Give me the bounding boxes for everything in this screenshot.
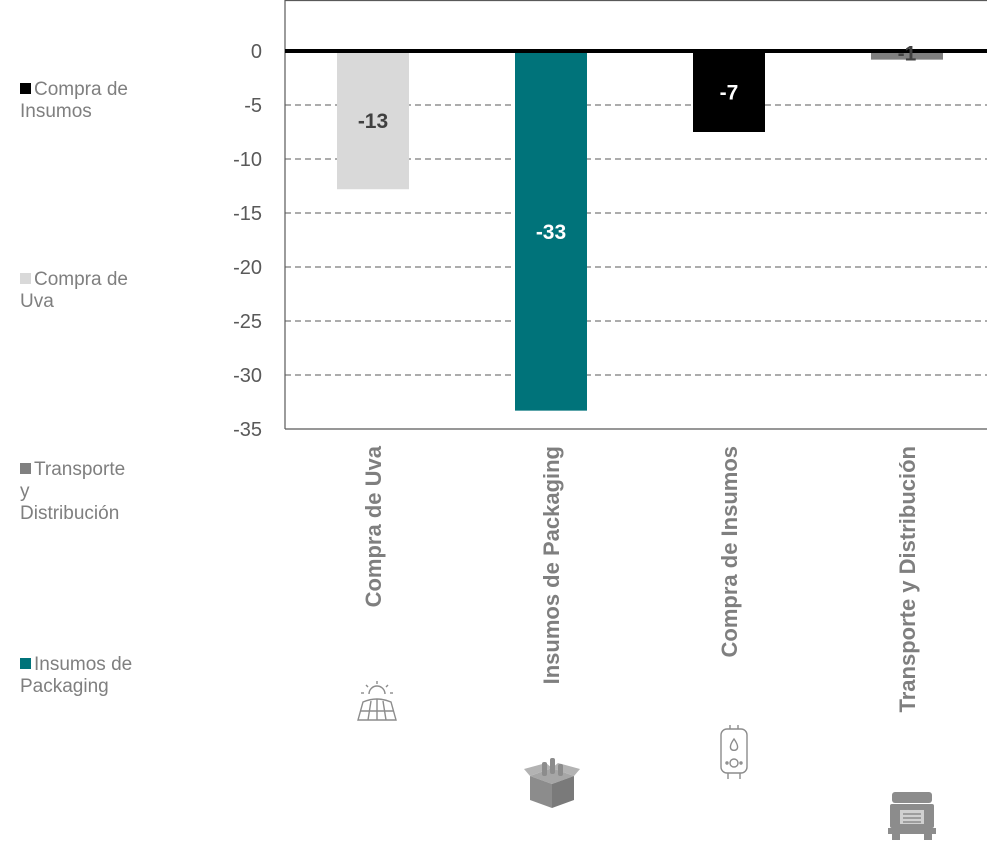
y-tick-label: -25: [233, 311, 262, 333]
y-tick-label: -5: [244, 95, 262, 117]
data-label: -7: [720, 82, 739, 105]
water-heater-icon: [720, 725, 748, 779]
bars: [337, 51, 943, 411]
category-label: Compra de Insumos: [717, 446, 742, 657]
y-tick-labels: 0 -5 -10 -15 -20 -25 -30 -35: [233, 41, 262, 441]
y-tick-label: -10: [233, 149, 262, 171]
bar: [693, 51, 765, 132]
legend-item-insumos-de-packaging: Insumos de Packaging: [20, 654, 180, 698]
data-labels: -13 -33 -7 -1: [358, 42, 917, 244]
legend-swatch: [20, 83, 31, 94]
legend-item-transporte-y-distribucion: Transporte y Distribución: [20, 459, 180, 525]
legend-item-compra-de-uva: Compra de Uva: [20, 269, 180, 313]
category-label: Compra de Uva: [361, 445, 386, 607]
data-label: -1: [898, 42, 917, 65]
category-label: Insumos de Packaging: [539, 446, 564, 684]
truck-icon: [888, 792, 936, 840]
category-label: Transporte y Distribución: [895, 446, 920, 713]
data-label: -33: [536, 221, 566, 244]
y-tick-label: -30: [233, 365, 262, 387]
bar: [871, 51, 943, 60]
axes: [284, 0, 987, 430]
legend-item-compra-de-insumos: Compra de Insumos: [20, 79, 180, 123]
y-tick-label: 0: [251, 41, 262, 63]
y-tick-label: -15: [233, 203, 262, 225]
bar: [337, 51, 409, 190]
sun-field-icon: [357, 681, 397, 721]
bar: [515, 51, 587, 411]
legend-label: Compra de Uva: [20, 269, 128, 312]
legend-label: Compra de Insumos: [20, 79, 128, 122]
open-box-icon: [524, 758, 580, 808]
y-tick-label: -35: [233, 419, 262, 441]
legend-label: Transporte y Distribución: [20, 459, 126, 524]
legend-swatch: [20, 273, 31, 284]
grid-lines: [285, 104, 987, 376]
y-tick-label: -20: [233, 257, 262, 279]
category-labels: Compra de Uva Insumos de Packaging Compra …: [361, 445, 920, 712]
legend-label: Insumos de Packaging: [20, 654, 133, 697]
legend-swatch: [20, 463, 31, 474]
data-label: -13: [358, 110, 388, 133]
legend-swatch: [20, 658, 31, 669]
